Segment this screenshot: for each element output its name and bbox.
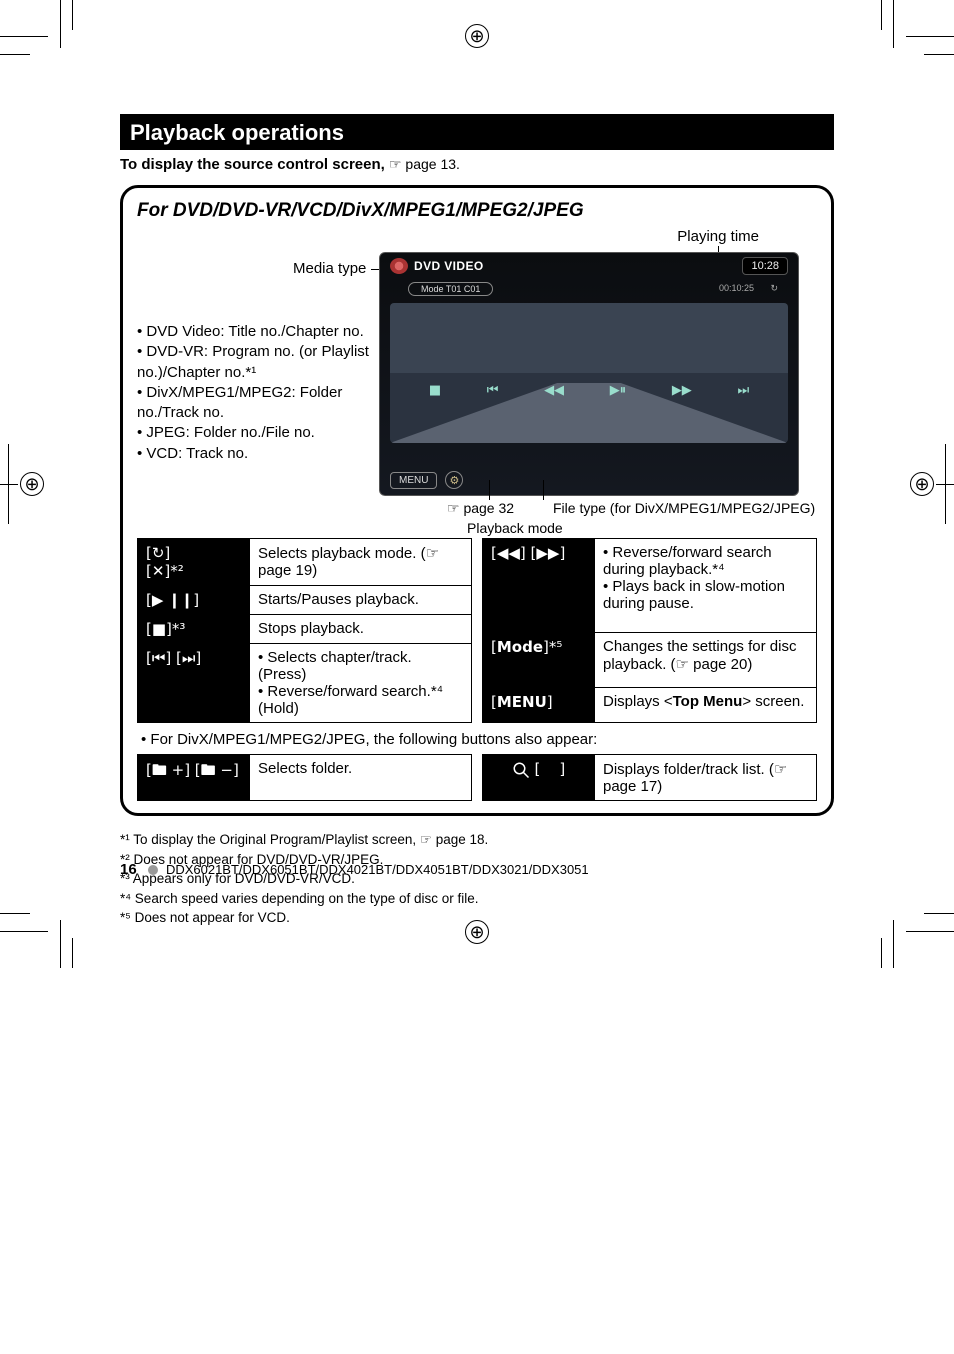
desc-menu: Displays <Top Menu> screen. xyxy=(595,688,817,723)
desc-magnifier: Displays folder/track list. (☞ page 17) xyxy=(595,755,817,801)
desc-skip: Selects chapter/track. (Press) Reverse/f… xyxy=(250,644,472,723)
section-title: Playback operations xyxy=(120,114,834,150)
key-stop: [■]*³ xyxy=(138,615,250,644)
player-title: DVD VIDEO xyxy=(414,259,484,273)
type-item-2: DivX/MPEG1/MPEG2: Folder no./Track no. xyxy=(137,384,342,421)
desc-folder: Selects folder. xyxy=(250,755,472,801)
intro-text: To display the source control screen, ☞ … xyxy=(120,156,834,173)
type-item-3: JPEG: Folder no./File no. xyxy=(146,424,314,441)
desc-search: Reverse/forward search during playback.*… xyxy=(595,539,817,633)
play-pause-icon: ▶⏸ xyxy=(610,383,627,398)
intro-bold: To display the source control screen, xyxy=(120,156,389,173)
stop-icon: ■ xyxy=(429,383,441,398)
mode-pill: Mode T01 C01 xyxy=(408,282,493,296)
loop-icon: ↻ xyxy=(770,283,778,294)
key-play-pause: [▶ ❙❙] xyxy=(138,586,250,615)
key-menu: [MENU] xyxy=(483,688,595,723)
desc-repeat-random: Selects playback mode. (☞ page 19) xyxy=(250,539,472,586)
table-row: [MENU] Displays <Top Menu> screen. xyxy=(483,688,817,723)
registration-mark-top: ⊕ xyxy=(465,24,489,48)
footnote-4: *⁴ Search speed varies depending on the … xyxy=(120,889,834,909)
menu-button: MENU xyxy=(390,472,437,489)
transport-bar: ■ ⏮ ◀◀ ▶⏸ ▶▶ ⏭ xyxy=(380,383,798,398)
table-row: [▶ ❙❙] Starts/Pauses playback. xyxy=(138,586,472,615)
table-row: [Mode]*⁵ Changes the settings for disc p… xyxy=(483,633,817,688)
registration-mark-right: ⊕ xyxy=(910,472,934,496)
key-mode: [Mode]*⁵ xyxy=(483,633,595,688)
page32-ref: ☞ page 32 xyxy=(447,500,514,517)
duration-text: 00:10:25 xyxy=(719,283,754,293)
footer-dot-icon xyxy=(148,865,158,875)
key-magnifier: [ ] xyxy=(483,755,595,801)
footnote-1: *¹ To display the Original Program/Playl… xyxy=(120,830,834,850)
next-icon: ⏭ xyxy=(737,383,749,398)
controls-table2-left: [🖿 +] [🖿 −] Selects folder. xyxy=(137,754,472,801)
key-folder: [🖿 +] [🖿 −] xyxy=(138,755,250,801)
disc-icon xyxy=(390,258,408,274)
desc-stop: Stops playback. xyxy=(250,615,472,644)
footer-models: DDX6021BT/DDX6051BT/DDX4021BT/DDX4051BT/… xyxy=(166,862,589,877)
page-number: 16 xyxy=(120,861,137,878)
key-repeat-random: [↻] [✕]*² xyxy=(138,539,250,586)
page-footer: 16 DDX6021BT/DDX6051BT/DDX4021BT/DDX4051… xyxy=(120,861,589,878)
type-item-0: DVD Video: Title no./Chapter no. xyxy=(146,323,363,340)
magnifier-icon xyxy=(512,761,530,779)
file-type-label: File type (for DivX/MPEG1/MPEG2/JPEG) xyxy=(553,500,815,516)
media-type-label: Media type xyxy=(293,260,366,277)
controls-table-right: [◀◀] [▶▶] Reverse/forward search during … xyxy=(482,538,817,723)
registration-mark-left: ⊕ xyxy=(20,472,44,496)
player-clock: 10:28 xyxy=(742,257,788,275)
player-screenshot: DVD VIDEO 10:28 Mode T01 C01 00:10:25 ↻ … xyxy=(379,252,799,496)
desc-play-pause: Starts/Pauses playback. xyxy=(250,586,472,615)
table-row: [■]*³ Stops playback. xyxy=(138,615,472,644)
desc-mode: Changes the settings for disc playback. … xyxy=(595,633,817,688)
desc-skip-0: Selects chapter/track. (Press) xyxy=(258,649,412,683)
controls-table-left: [↻] [✕]*² Selects playback mode. (☞ page… xyxy=(137,538,472,723)
key-search: [◀◀] [▶▶] xyxy=(483,539,595,633)
playing-time-label: Playing time xyxy=(677,228,759,245)
table-row: [⏮] [⏭] Selects chapter/track. (Press) R… xyxy=(138,644,472,723)
playback-mode-label: Playback mode xyxy=(467,520,563,536)
footnotes: *¹ To display the Original Program/Playl… xyxy=(120,830,834,928)
panel-title: For DVD/DVD-VR/VCD/DivX/MPEG1/MPEG2/JPEG xyxy=(137,200,817,222)
type-item-1: DVD-VR: Program no. (or Playlist no.)/Ch… xyxy=(137,343,369,380)
ffwd-icon: ▶▶ xyxy=(672,383,692,398)
table-row: [ ] Displays folder/track list. (☞ page … xyxy=(483,755,817,801)
desc-skip-1: Reverse/forward search.*⁴ (Hold) xyxy=(258,683,443,717)
desc-search-0: Reverse/forward search during playback.*… xyxy=(603,544,772,578)
playback-panel: For DVD/DVD-VR/VCD/DivX/MPEG1/MPEG2/JPEG… xyxy=(120,185,834,816)
desc-search-1: Plays back in slow-motion during pause. xyxy=(603,578,785,612)
rewind-icon: ◀◀ xyxy=(544,383,564,398)
type-list: DVD Video: Title no./Chapter no. DVD-VR:… xyxy=(137,322,389,464)
table-row: [↻] [✕]*² Selects playback mode. (☞ page… xyxy=(138,539,472,586)
table-row: [◀◀] [▶▶] Reverse/forward search during … xyxy=(483,539,817,633)
diagram-area: Playing time Media type DVD VIDEO 10:28 … xyxy=(137,228,817,528)
controls-table2-right: [ ] Displays folder/track list. (☞ page … xyxy=(482,754,817,801)
registration-mark-bottom: ⊕ xyxy=(465,920,489,944)
table-row: [🖿 +] [🖿 −] Selects folder. xyxy=(138,755,472,801)
intro-page-ref: ☞ page 13. xyxy=(389,156,460,173)
gear-icon: ⚙ xyxy=(445,471,463,489)
note-row: For DivX/MPEG1/MPEG2/JPEG, the following… xyxy=(137,723,817,754)
key-skip: [⏮] [⏭] xyxy=(138,644,250,723)
prev-icon: ⏮ xyxy=(487,383,499,398)
video-area xyxy=(390,303,788,443)
type-item-4: VCD: Track no. xyxy=(146,445,248,462)
